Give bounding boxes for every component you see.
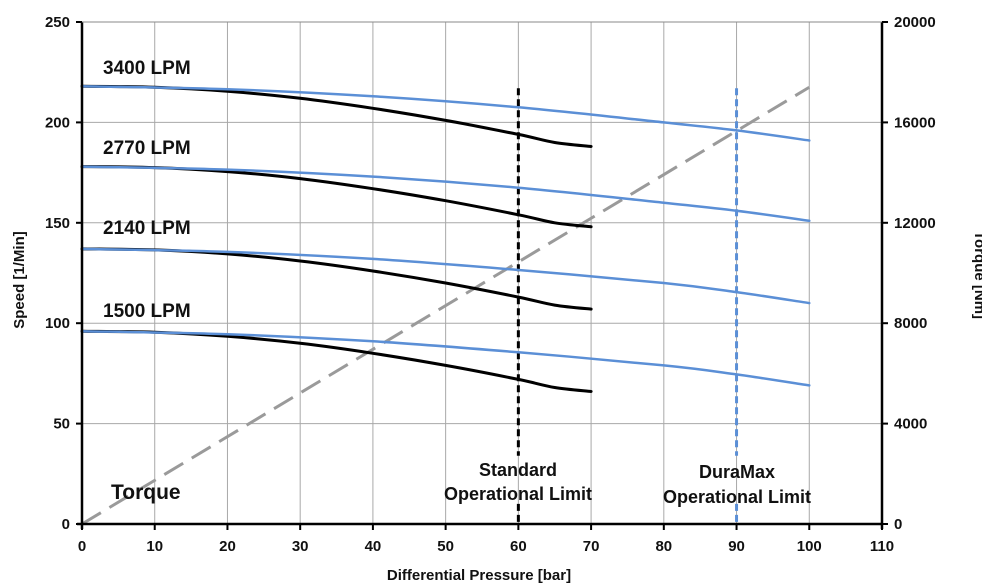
x-tick-label: 20: [219, 538, 236, 555]
speed-curve-3400-duramax: [80, 85, 811, 142]
y2-tick-label: 12000: [894, 215, 936, 232]
x-tick-label: 50: [437, 538, 454, 555]
duramax-limit-label-line2: Operational Limit: [663, 487, 811, 507]
tick-labels: 0 10 20 30 40 50 60 70 80 90 100 110050100150200250…: [45, 14, 936, 555]
x-tick-label: 80: [655, 538, 672, 555]
x-tick-label: 40: [365, 538, 382, 555]
standard-limit-label-line2: Operational Limit: [444, 484, 592, 504]
x-tick-label: 30: [292, 538, 309, 555]
x-tick-label: 10: [146, 538, 163, 555]
y2-axis-title: Torque [Nm]: [971, 231, 982, 319]
y-tick-label: 50: [53, 416, 70, 433]
y2-tick-label: 20000: [894, 14, 936, 31]
x-tick-label: 0: [78, 538, 86, 555]
speed-curve-2140-duramax: [80, 247, 811, 305]
y2-tick-label: 16000: [894, 114, 936, 131]
speed-curve-1500-duramax: [80, 329, 811, 387]
speed-curve-2770-duramax: [80, 165, 811, 223]
grid: [82, 22, 882, 524]
x-tick-label: 110: [870, 538, 894, 555]
flow-label-2140: 2140 LPM: [103, 218, 191, 239]
x-tick-label: 60: [510, 538, 527, 555]
y-tick-label: 150: [45, 215, 70, 232]
y-tick-label: 200: [45, 114, 70, 131]
standard-limit-label-line1: Standard: [479, 460, 557, 480]
y-tick-label: 250: [45, 14, 70, 31]
series-layer: [80, 84, 811, 393]
y2-tick-label: 4000: [894, 416, 927, 433]
y-tick-label: 100: [45, 315, 70, 332]
flow-label-1500: 1500 LPM: [103, 301, 191, 322]
x-tick-label: 70: [583, 538, 600, 555]
plot-frame: [76, 21, 888, 530]
x-axis-title: Differential Pressure [bar]: [387, 567, 571, 584]
y-tick-label: 0: [62, 516, 70, 533]
torque-line: [81, 85, 811, 526]
x-tick-label: 90: [728, 538, 745, 555]
torque-layer: [81, 85, 811, 526]
flow-label-3400: 3400 LPM: [103, 58, 191, 79]
flow-label-2770: 2770 LPM: [103, 138, 191, 159]
x-tick-label: 100: [797, 538, 822, 555]
y-axis-title: Speed [1/Min]: [11, 231, 28, 329]
y2-tick-label: 0: [894, 516, 902, 533]
y2-tick-label: 8000: [894, 315, 927, 332]
limit-layer: [516, 88, 739, 524]
duramax-limit-label-line1: DuraMax: [699, 462, 775, 482]
torque-label: Torque: [111, 481, 181, 504]
